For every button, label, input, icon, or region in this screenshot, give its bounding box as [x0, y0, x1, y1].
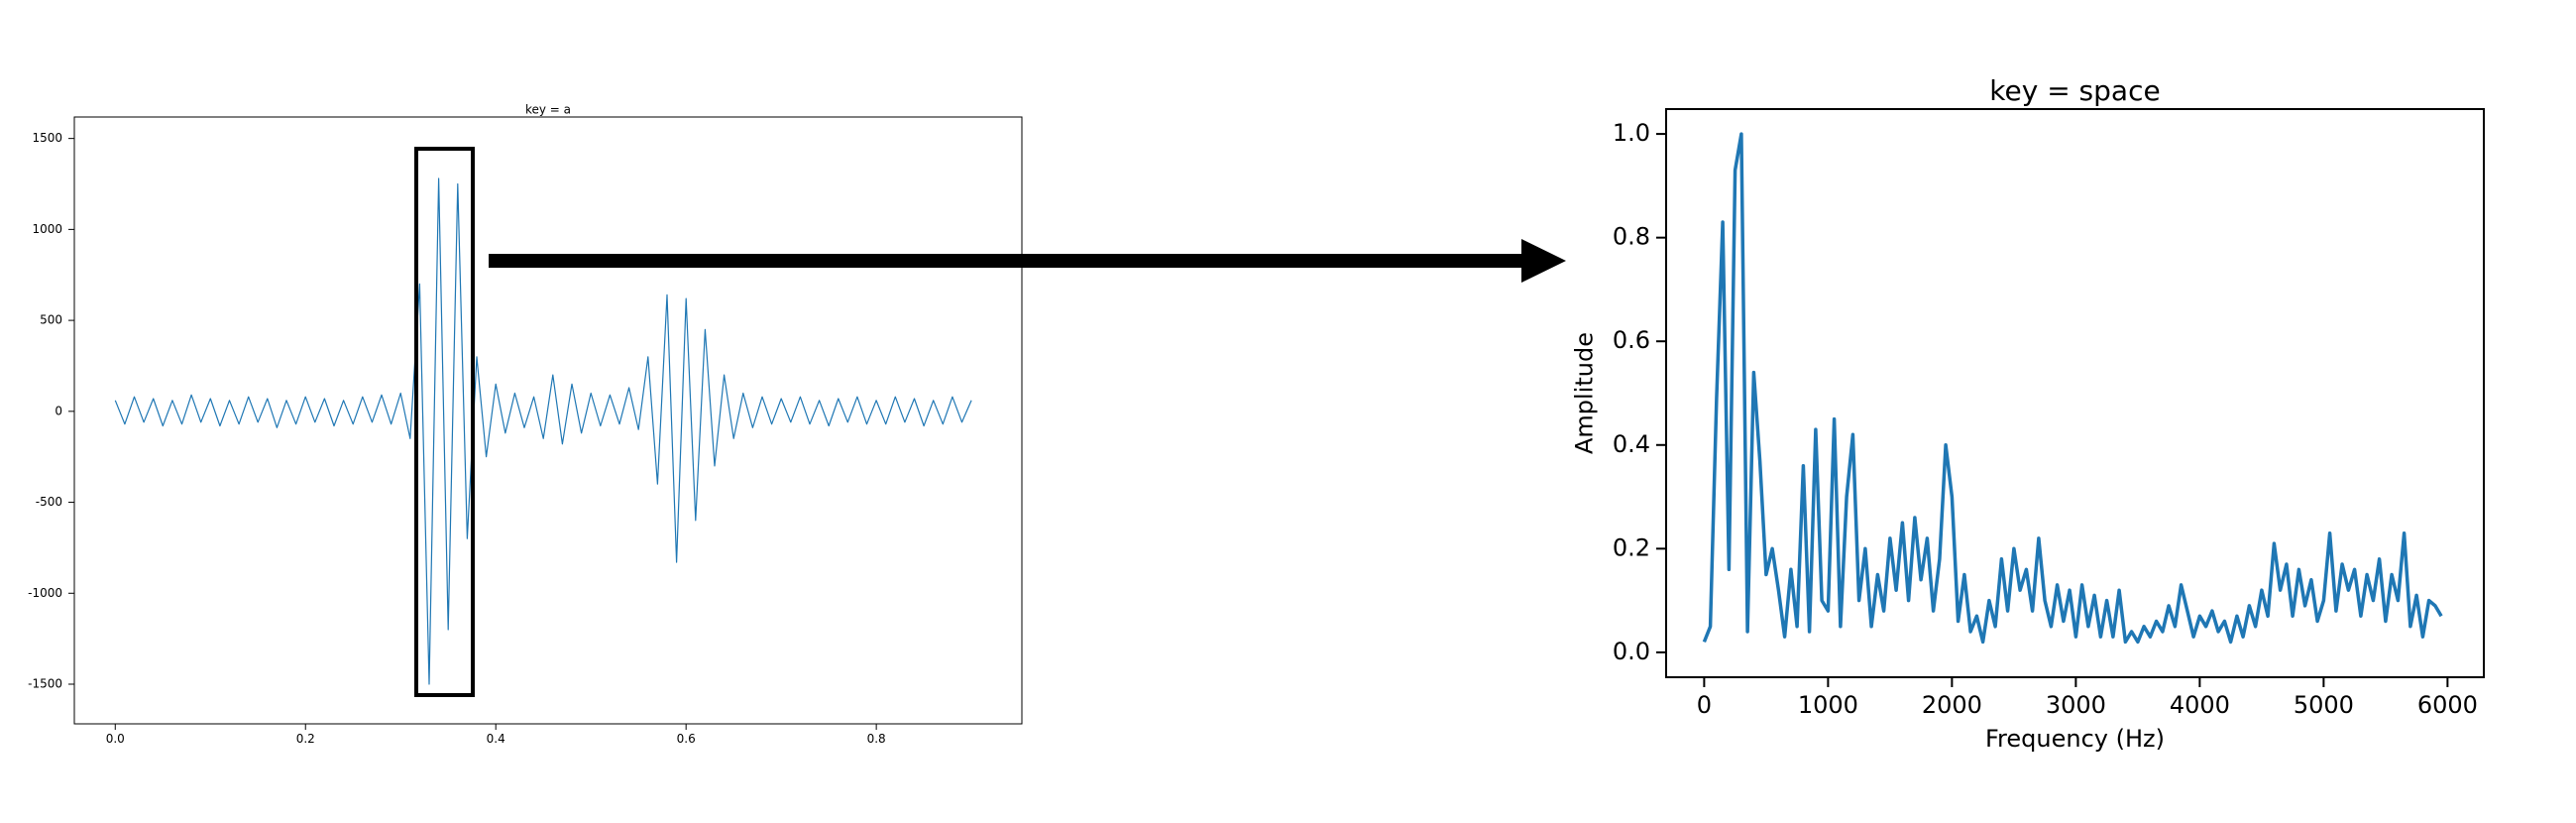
y-tick-label: -500	[36, 495, 62, 509]
x-tick-label: 0.2	[296, 732, 315, 746]
y-tick-label: 0.0	[1613, 638, 1650, 665]
y-tick-label: 0.2	[1613, 533, 1650, 561]
x-axis-label: Frequency (Hz)	[1985, 725, 2165, 753]
x-tick-label: 0.6	[677, 732, 696, 746]
x-tick-label: 0.8	[867, 732, 886, 746]
data-line	[1702, 132, 2443, 645]
x-tick-label: 2000	[1922, 691, 1982, 719]
x-tick-label: 4000	[2170, 691, 2230, 719]
y-tick-label: 0.6	[1613, 326, 1650, 354]
y-tick-label: -1000	[28, 586, 62, 600]
x-tick-label: 5000	[2294, 691, 2354, 719]
y-tick-label: -1500	[28, 677, 62, 691]
arrow-shaft	[489, 254, 1524, 268]
data-line	[114, 177, 972, 685]
chart-title: key = space	[1989, 74, 2160, 107]
y-tick-label: 1000	[32, 222, 62, 236]
x-tick-label: 3000	[2046, 691, 2106, 719]
charts: 0.0 0.2 0.4 0.6 0.8 -1500 -1000 -500 0 500 1000 150…	[28, 74, 2485, 753]
y-tick-label: 0.4	[1613, 430, 1650, 458]
axes-frame	[73, 116, 1023, 725]
x-tick-label: 6000	[2417, 691, 2478, 719]
y-tick-label: 500	[40, 313, 62, 327]
x-tick-label: 0.0	[106, 732, 125, 746]
x-tick-label: 1000	[1798, 691, 1858, 719]
y-tick-label: 0	[55, 404, 62, 417]
x-tick-label: 0	[1697, 691, 1712, 719]
x-tick-label: 0.4	[487, 732, 505, 746]
highlight-box	[414, 147, 475, 697]
y-axis-label: Amplitude	[1570, 332, 1598, 454]
y-tick-label: 0.8	[1613, 223, 1650, 251]
arrow-head	[1521, 239, 1566, 283]
y-tick-label: 1500	[32, 131, 62, 145]
y-tick-label: 1.0	[1613, 119, 1650, 147]
chart-title: key = a	[525, 102, 571, 116]
